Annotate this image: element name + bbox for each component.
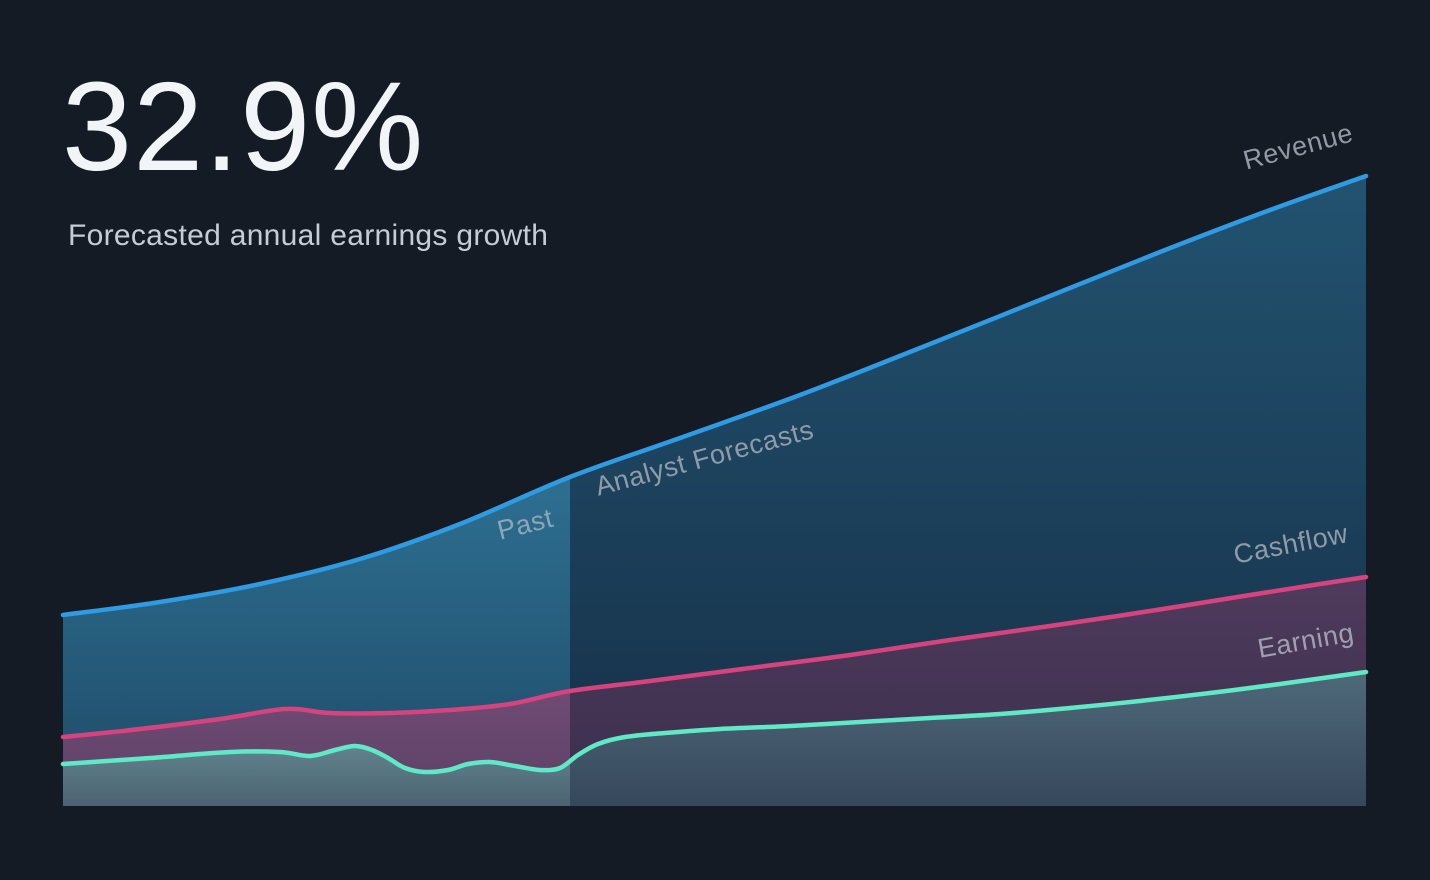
cashflow-line <box>60 574 1369 740</box>
revenue-line <box>60 173 1369 618</box>
forecast-growth-caption: Forecasted annual earnings growth <box>68 219 549 252</box>
earning-area-forecast <box>570 672 1366 806</box>
chart-series-lines <box>60 173 1369 775</box>
earning-area-past <box>63 746 570 806</box>
chart-area-fills <box>63 176 1366 806</box>
forecast-growth-value: 32.9% <box>62 56 425 197</box>
earning-line <box>60 669 1369 775</box>
